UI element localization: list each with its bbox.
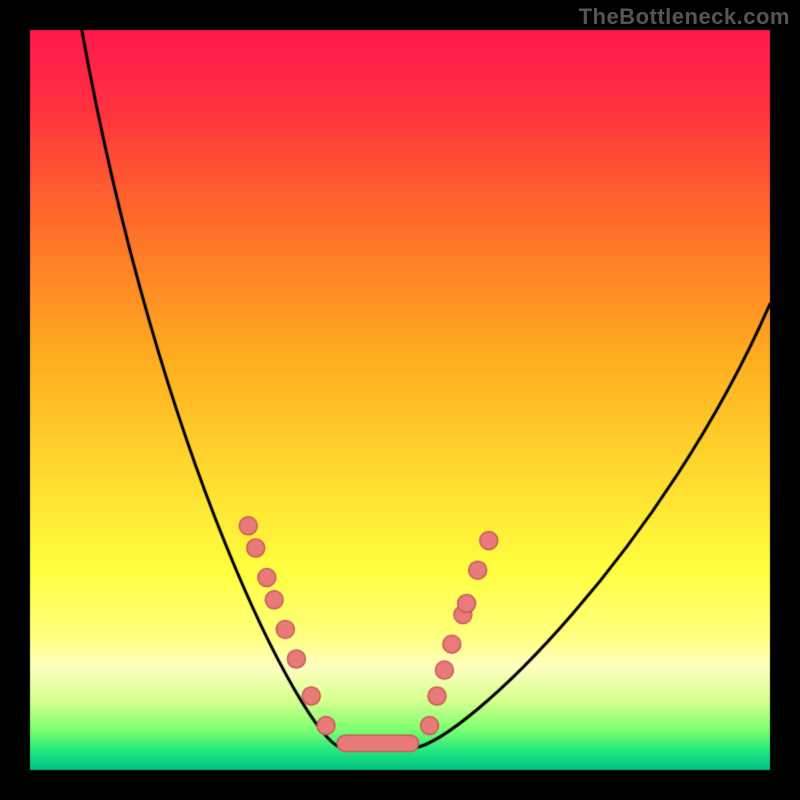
chart-container: TheBottleneck.com xyxy=(0,0,800,800)
bottleneck-chart xyxy=(0,0,800,800)
watermark-label: TheBottleneck.com xyxy=(579,4,790,30)
